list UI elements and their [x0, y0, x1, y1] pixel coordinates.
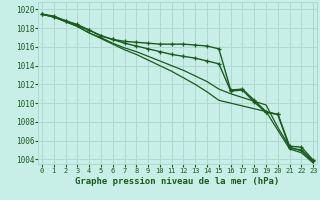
X-axis label: Graphe pression niveau de la mer (hPa): Graphe pression niveau de la mer (hPa): [76, 177, 280, 186]
